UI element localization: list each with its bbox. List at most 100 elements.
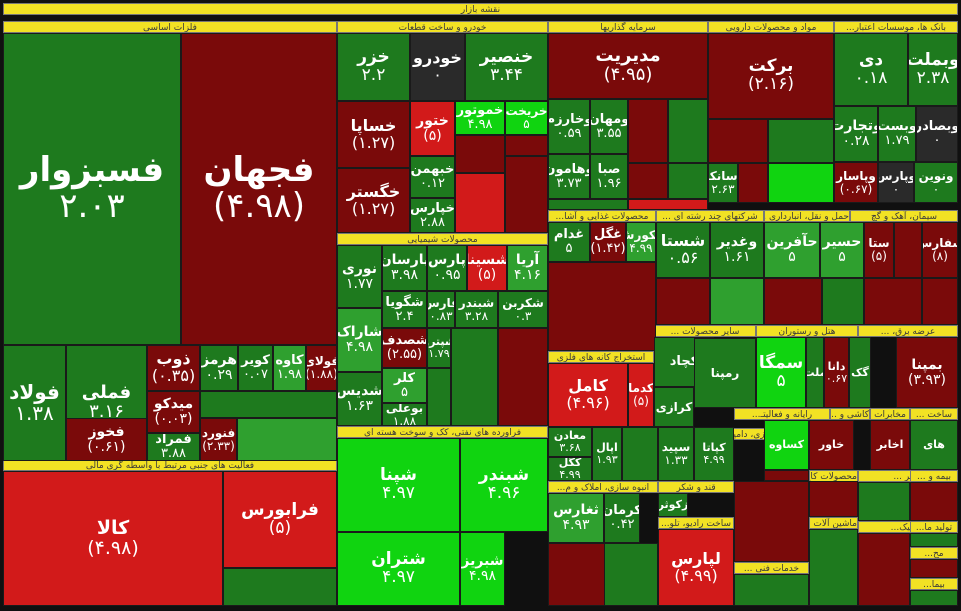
stock-tile[interactable]: فمراد ۳.۸۸ <box>147 433 200 461</box>
stock-tile[interactable]: های <box>910 420 958 470</box>
minor-stock-cell[interactable] <box>710 278 764 325</box>
sector-header[interactable]: شرکتهای چند رشته ای ... <box>656 210 764 222</box>
stock-tile[interactable]: بمپنا (۳.۹۳) <box>896 337 958 408</box>
minor-stock-cell[interactable] <box>200 391 337 418</box>
stock-tile[interactable]: لپارس (۴.۹۹) <box>658 529 734 606</box>
stock-tile[interactable]: ملت <box>806 337 824 408</box>
stock-tile[interactable]: کالا (۴.۹۸) <box>3 471 223 606</box>
stock-tile[interactable]: زکوثر <box>658 493 688 517</box>
sector-header[interactable]: محصولات غذایی و آشا... <box>548 210 656 222</box>
stock-tile[interactable]: شدیس ۱.۶۳ <box>337 372 382 426</box>
stock-tile[interactable]: نوری ۱.۷۷ <box>337 245 382 308</box>
sector-header[interactable]: فراورده های نفتی، کک و سوخت هسته ای <box>337 426 548 438</box>
minor-stock-cell[interactable] <box>668 99 708 163</box>
minor-stock-cell[interactable] <box>628 99 668 163</box>
stock-tile[interactable]: خبهمن ۰.۱۲ <box>410 156 455 198</box>
stock-tile[interactable]: فارس۰.۸۳ <box>427 291 455 328</box>
sector-header[interactable]: خدمات فنی ... <box>734 562 809 574</box>
sector-header[interactable]: مواد و محصولات دارویی <box>708 21 834 33</box>
minor-stock-cell[interactable] <box>237 418 337 461</box>
minor-stock-cell[interactable] <box>628 163 668 199</box>
stock-tile[interactable]: شبریز ۴.۹۸ <box>460 532 505 606</box>
minor-stock-cell[interactable] <box>548 262 656 351</box>
stock-tile[interactable]: کامل (۴.۹۶) <box>548 363 628 427</box>
stock-tile[interactable]: خساپا (۱.۲۷) <box>337 101 410 168</box>
minor-stock-cell[interactable] <box>734 574 809 606</box>
stock-tile[interactable]: فرابورس (۵) <box>223 471 337 568</box>
sector-header[interactable]: عرضه برق، ... <box>858 325 958 337</box>
stock-tile[interactable]: کویر ۰.۰۷ <box>238 345 273 391</box>
stock-tile[interactable]: شاراک ۴.۹۸ <box>337 308 382 372</box>
stock-tile[interactable]: هرمز ۰.۲۹ <box>200 345 238 391</box>
minor-stock-cell[interactable] <box>764 278 822 325</box>
minor-stock-cell[interactable] <box>922 278 958 325</box>
minor-stock-cell[interactable] <box>498 328 548 426</box>
minor-stock-cell[interactable] <box>822 278 864 325</box>
stock-tile[interactable]: کاوه ۱.۹۸ <box>273 345 306 391</box>
stock-tile[interactable]: فسبزوار ۲.۰۳ <box>3 33 181 345</box>
stock-tile[interactable]: حآفرین ۵ <box>764 222 820 278</box>
stock-tile[interactable]: وبست ۱.۷۹ <box>878 106 916 162</box>
stock-tile[interactable]: وبصادر ۰ <box>916 106 958 162</box>
minor-stock-cell[interactable] <box>768 119 834 163</box>
sector-header[interactable]: انبوه سازی، املاک و م... <box>548 481 658 493</box>
minor-stock-cell[interactable] <box>910 590 958 606</box>
minor-stock-cell[interactable] <box>768 163 834 203</box>
sector-header[interactable]: هتل و رستوران <box>756 325 858 337</box>
stock-tile[interactable]: وپاسار (۰.۶۷) <box>834 162 878 203</box>
stock-tile[interactable]: برکت (۲.۱۶) <box>708 33 834 119</box>
stock-tile[interactable]: کلر ۵ <box>382 368 427 403</box>
stock-tile[interactable]: خنصیر ۳.۴۴ <box>465 33 548 101</box>
sector-header[interactable]: استخراج کانه های فلزی <box>548 351 654 363</box>
stock-tile[interactable]: غگل (۱.۴۲) <box>590 222 626 262</box>
stock-tile[interactable]: کساوه <box>764 420 809 470</box>
stock-tile[interactable]: اخابر <box>870 420 910 470</box>
stock-tile[interactable]: کرازی <box>654 387 694 427</box>
minor-stock-cell[interactable] <box>505 156 548 233</box>
sector-header[interactable]: قند و شکر <box>658 481 734 493</box>
minor-stock-cell[interactable] <box>604 543 658 606</box>
sector-header[interactable]: سرمایه گذاریها <box>548 21 708 33</box>
stock-tile[interactable]: خگستر (۱.۲۷) <box>337 168 410 233</box>
stock-tile[interactable]: ونوین ۰ <box>914 162 958 203</box>
minor-stock-cell[interactable] <box>455 173 505 233</box>
sector-header[interactable]: ماشین آلات ... <box>809 517 858 529</box>
stock-tile[interactable]: وپارس ۰ <box>878 162 914 203</box>
stock-tile[interactable]: فنورد (۲.۳۳) <box>200 418 237 461</box>
stock-tile[interactable]: میدکو (۰.۰۳) <box>147 391 200 433</box>
minor-stock-cell[interactable] <box>668 163 708 199</box>
sector-header[interactable]: بیمه و ... <box>910 470 958 482</box>
sector-header[interactable]: مح... <box>910 547 958 559</box>
minor-stock-cell[interactable] <box>864 278 922 325</box>
stock-tile[interactable]: شکربن ۰.۳ <box>498 291 548 328</box>
stock-tile[interactable]: خموتور ۴.۹۸ <box>455 101 505 135</box>
sector-header[interactable]: ساخت ... <box>910 408 958 420</box>
stock-tile[interactable]: خپارس ۲.۸۸ <box>410 198 455 233</box>
minor-stock-cell[interactable] <box>858 482 910 521</box>
stock-tile[interactable]: دی ۰.۱۸ <box>834 33 908 106</box>
stock-tile[interactable]: شگویا ۲.۴ <box>382 291 427 328</box>
stock-tile[interactable]: ستا (۵) <box>864 222 894 278</box>
stock-tile[interactable]: وخارزم۰.۵۹ <box>548 99 590 154</box>
stock-tile[interactable]: پارس ۰.۹۵ <box>427 245 467 291</box>
minor-stock-cell[interactable] <box>628 199 708 210</box>
minor-stock-cell[interactable] <box>622 427 658 481</box>
stock-tile[interactable]: فولاد ۱.۳۸ <box>3 345 66 461</box>
sector-header[interactable]: حمل و نقل، انبارداری ... <box>764 210 850 222</box>
sector-header[interactable]: بیما... <box>910 578 958 590</box>
stock-tile[interactable]: بوعلی ۱.۸۸ <box>382 403 427 426</box>
minor-stock-cell[interactable] <box>910 482 958 521</box>
stock-tile[interactable]: شبندر ۴.۹۶ <box>460 438 548 532</box>
minor-stock-cell[interactable] <box>455 135 505 173</box>
stock-tile[interactable]: غکورش۴.۹۹ <box>626 222 656 262</box>
stock-tile[interactable]: وهامون۳.۷۳ <box>548 154 590 199</box>
stock-tile[interactable]: ومهان ۳.۵۵ <box>590 99 628 154</box>
stock-tile[interactable]: شپترو۱.۷۹ <box>427 328 451 368</box>
stock-tile[interactable]: شپنا ۴.۹۷ <box>337 438 460 532</box>
stock-tile[interactable]: غدام ۵ <box>548 222 590 262</box>
stock-tile[interactable]: خزر ۲.۲ <box>337 33 410 101</box>
stock-tile[interactable]: خودرو ۰ <box>410 33 465 101</box>
stock-tile[interactable]: دانا(۰.۶۷) <box>824 337 849 408</box>
stock-tile[interactable]: مدیریت (۴.۹۵) <box>548 33 708 99</box>
stock-tile[interactable]: رمپنا <box>694 338 756 408</box>
